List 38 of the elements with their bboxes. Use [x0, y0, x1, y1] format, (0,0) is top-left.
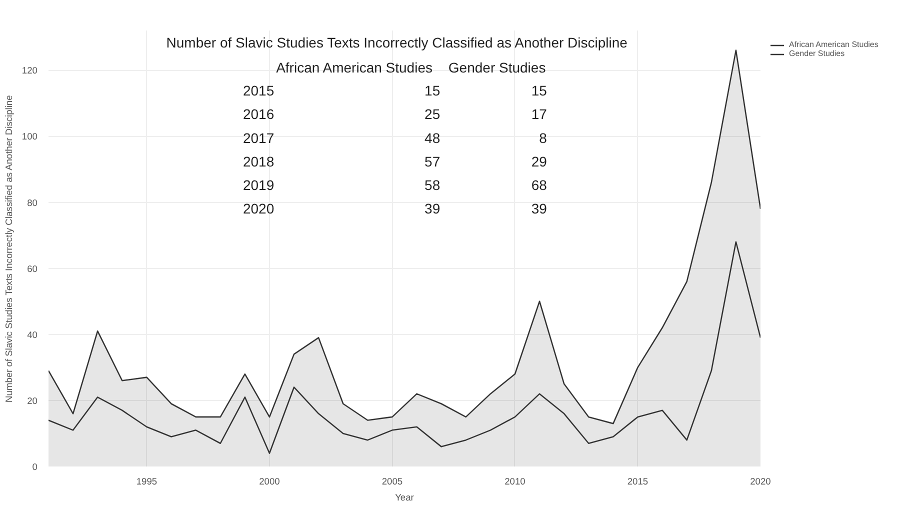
y-tick-label: 60	[27, 264, 38, 274]
annotation: 15	[531, 82, 548, 99]
x-tick-label: 1995	[136, 476, 158, 486]
y-tick-label: 0	[32, 462, 38, 472]
y-tick-label: 20	[27, 396, 38, 406]
legend-label: Gender Studies	[789, 49, 845, 58]
annotation: 8	[539, 130, 548, 146]
annotation: 2015	[242, 82, 274, 99]
y-tick-label: 100	[22, 132, 38, 142]
x-tick-label: 2015	[627, 476, 648, 486]
x-tick-label: 2020	[750, 476, 771, 486]
annotation: 39	[531, 200, 548, 216]
annotation: 68	[531, 176, 548, 193]
y-tick-label: 40	[27, 330, 38, 340]
annotation: 2019	[242, 176, 274, 193]
annotation: 2020	[242, 200, 274, 216]
annotation: 25	[424, 106, 440, 122]
x-tick-label: 2000	[259, 476, 280, 486]
x-tick-label: 2005	[382, 476, 403, 486]
y-axis-title: Number of Slavic Studies Texts Incorrectly Classified as Another Discipline	[4, 95, 14, 402]
y-tick-label: 120	[22, 66, 38, 76]
annotation: 2017	[242, 130, 274, 146]
x-tick-label: 2010	[504, 476, 526, 486]
text: Gender Studies	[448, 60, 546, 76]
annotation: Number of Slavic Studies Texts Incorrectly Classified as Another Discipline	[166, 34, 628, 50]
x-axis-title: Year	[395, 492, 414, 502]
annotation: 17	[531, 106, 548, 122]
y-tick-label: 80	[27, 198, 38, 208]
legend-label: African American Studies	[789, 40, 878, 49]
annotation: 48	[424, 130, 440, 146]
annotation: 29	[531, 153, 548, 170]
annotation: 39	[424, 200, 440, 216]
annotation: 57	[424, 153, 440, 170]
annotation: 2016	[242, 106, 274, 122]
text: African American Studies	[276, 60, 432, 76]
annotation: 15	[424, 82, 440, 99]
annotation: 2018	[242, 153, 274, 170]
annotation: 58	[424, 176, 440, 193]
